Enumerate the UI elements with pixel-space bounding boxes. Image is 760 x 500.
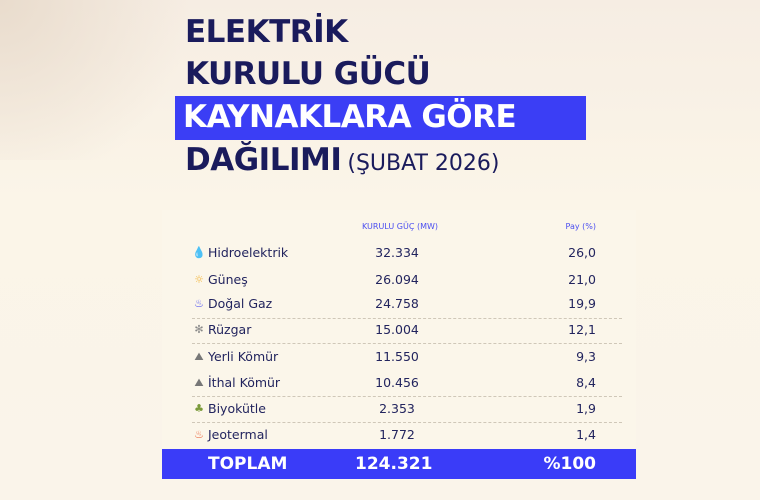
biomass-icon: ♣ [194, 402, 204, 415]
title-line-2: KURULU GÜCÜ [185, 56, 431, 92]
row-divider [192, 343, 622, 344]
source-name: Doğal Gaz [208, 296, 273, 311]
water-drop-icon: 💧 [192, 246, 206, 259]
share-percent: 1,9 [576, 401, 596, 416]
source-name: Rüzgar [208, 322, 252, 337]
column-header-capacity: KURULU GÜÇ (MW) [362, 222, 438, 231]
total-label: TOPLAM [208, 454, 288, 474]
capacity-mw: 15.004 [375, 322, 419, 337]
row-divider [192, 396, 622, 397]
capacity-mw: 10.456 [375, 375, 419, 390]
share-percent: 21,0 [568, 272, 596, 287]
row-divider [192, 318, 622, 319]
coal-icon: ⛰ [194, 376, 204, 389]
share-percent: 1,4 [576, 427, 596, 442]
row-divider [192, 422, 622, 423]
capacity-table: KURULU GÜÇ (MW) Pay (%) 💧 Hidroelektrik … [162, 210, 636, 480]
wind-turbine-icon: ✻ [194, 323, 204, 336]
title-line-4: DAĞILIMI (ŞUBAT 2026) [185, 142, 499, 178]
title-period: (ŞUBAT 2026) [347, 151, 500, 176]
source-name: Güneş [208, 272, 248, 287]
share-percent: 19,9 [568, 296, 596, 311]
table-row: ⛰ Yerli Kömür 11.550 9,3 [162, 344, 636, 370]
table-row: ♨ Jeotermal 1.772 1,4 [162, 422, 636, 448]
source-name: Biyokütle [208, 401, 266, 416]
source-name: Hidroelektrik [208, 245, 289, 260]
coal-icon: ⛰ [194, 350, 204, 363]
table-row: ♨ Doğal Gaz 24.758 19,9 [162, 291, 636, 317]
total-share: %100 [543, 454, 596, 474]
sun-icon: ☼ [194, 273, 204, 286]
column-header-share: Pay (%) [565, 222, 597, 231]
table-row: ☼ Güneş 26.094 21,0 [162, 267, 636, 293]
capacity-mw: 26.094 [375, 272, 419, 287]
title-line-3: KAYNAKLARA GÖRE [183, 99, 517, 135]
table-row: ♣ Biyokütle 2.353 1,9 [162, 396, 636, 422]
share-percent: 8,4 [576, 375, 596, 390]
share-percent: 9,3 [576, 349, 596, 364]
table-row: ⛰ İthal Kömür 10.456 8,4 [162, 370, 636, 396]
capacity-mw: 24.758 [375, 296, 419, 311]
table-row: 💧 Hidroelektrik 32.334 26,0 [162, 240, 636, 266]
capacity-mw: 11.550 [375, 349, 419, 364]
capacity-mw: 1.772 [379, 427, 415, 442]
title-line-1: ELEKTRİK [185, 14, 348, 50]
flame-icon: ♨ [194, 297, 204, 310]
source-name: İthal Kömür [208, 375, 281, 390]
share-percent: 26,0 [568, 245, 596, 260]
source-name: Yerli Kömür [208, 349, 279, 364]
title-highlight [175, 96, 586, 140]
capacity-mw: 2.353 [379, 401, 415, 416]
table-row: ✻ Rüzgar 15.004 12,1 [162, 317, 636, 343]
total-mw: 124.321 [355, 454, 433, 474]
total-row: TOPLAM 124.321 %100 [162, 449, 636, 479]
capacity-mw: 32.334 [375, 245, 419, 260]
share-percent: 12,1 [568, 322, 596, 337]
title-line-4-text: DAĞILIMI [185, 142, 342, 178]
source-name: Jeotermal [208, 427, 268, 442]
geothermal-icon: ♨ [194, 428, 204, 441]
